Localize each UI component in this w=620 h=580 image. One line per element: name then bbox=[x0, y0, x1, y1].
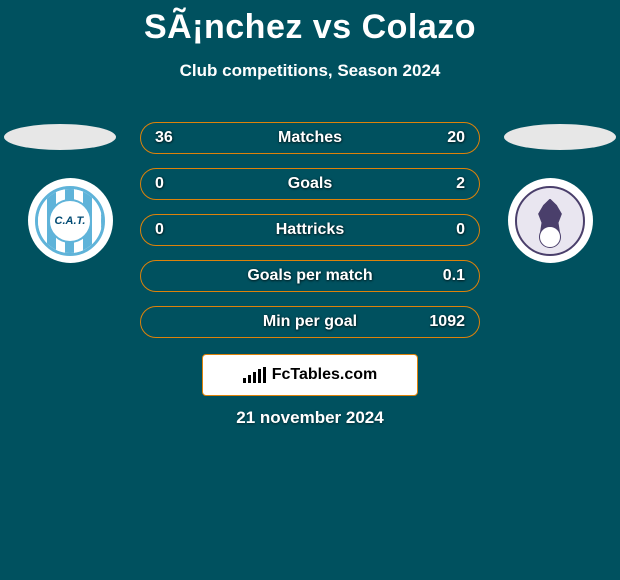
stat-label: Matches bbox=[141, 129, 479, 147]
gimnasia-mendoza-icon bbox=[515, 186, 585, 256]
stat-row-matches: 36 Matches 20 bbox=[140, 122, 480, 154]
brand-bars-icon bbox=[243, 367, 266, 383]
stat-row-hattricks: 0 Hattricks 0 bbox=[140, 214, 480, 246]
stat-row-goals-per-match: Goals per match 0.1 bbox=[140, 260, 480, 292]
stat-left-value: 0 bbox=[155, 175, 164, 193]
page-title: SÃ¡nchez vs Colazo bbox=[0, 0, 620, 47]
stat-left-value: 0 bbox=[155, 221, 164, 239]
stat-right-value: 20 bbox=[447, 129, 465, 147]
club-badge-left: C.A.T. bbox=[20, 178, 120, 263]
stat-right-value: 0.1 bbox=[443, 267, 465, 285]
brand-box[interactable]: FcTables.com bbox=[202, 354, 418, 396]
stat-label: Goals bbox=[141, 175, 479, 193]
stat-right-value: 1092 bbox=[429, 313, 465, 331]
club-badge-right-circle bbox=[508, 178, 593, 263]
player-right-avatar-placeholder bbox=[504, 124, 616, 150]
club-badge-left-text: C.A.T. bbox=[48, 199, 92, 243]
club-badge-left-circle: C.A.T. bbox=[28, 178, 113, 263]
stat-row-goals: 0 Goals 2 bbox=[140, 168, 480, 200]
stat-right-value: 0 bbox=[456, 221, 465, 239]
stats-table: 36 Matches 20 0 Goals 2 0 Hattricks 0 Go… bbox=[140, 122, 480, 352]
footer-date: 21 november 2024 bbox=[0, 408, 620, 428]
stat-label: Hattricks bbox=[141, 221, 479, 239]
club-atletico-tucuman-icon: C.A.T. bbox=[35, 186, 105, 256]
player-left-avatar-placeholder bbox=[4, 124, 116, 150]
subtitle: Club competitions, Season 2024 bbox=[0, 61, 620, 81]
stat-right-value: 2 bbox=[456, 175, 465, 193]
club-badge-right bbox=[500, 178, 600, 263]
stat-label: Goals per match bbox=[141, 267, 479, 285]
stat-row-min-per-goal: Min per goal 1092 bbox=[140, 306, 480, 338]
stat-left-value: 36 bbox=[155, 129, 173, 147]
brand-text: FcTables.com bbox=[272, 366, 378, 384]
